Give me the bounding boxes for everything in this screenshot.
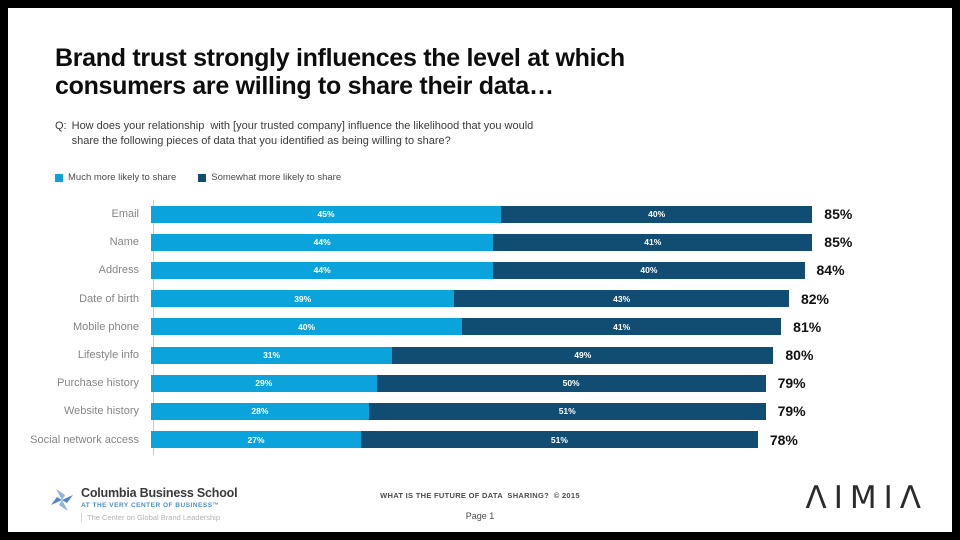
chart-row: Mobile phone 40% 41% 81%	[8, 313, 952, 341]
segment-value-label: 43%	[613, 293, 631, 304]
bar-track: 45% 40% 85%	[151, 205, 929, 223]
bar-segment-somewhat-more: 49%	[392, 346, 774, 364]
total-value-label: 78%	[769, 431, 798, 448]
slide: Brand trust strongly influences the leve…	[8, 8, 952, 532]
slide-title-line1: Brand trust strongly influences the leve…	[55, 44, 625, 72]
category-label: Lifestyle info	[77, 349, 139, 362]
bar-segment-much-more: 40%	[151, 318, 463, 336]
footer-page-number: Page 1	[465, 511, 495, 521]
total-value-label: 81%	[793, 318, 822, 335]
segment-value-label: 29%	[255, 378, 273, 389]
question-text: How does your relationship with [your tr…	[71, 120, 534, 147]
segment-value-label: 44%	[313, 237, 331, 248]
chart-row: Social network access 27% 51% 78%	[8, 426, 952, 454]
category-label: Social network access	[30, 433, 139, 446]
chart-row: Website history 28% 51% 79%	[8, 397, 952, 425]
segment-value-label: 40%	[640, 265, 658, 276]
category-label: Address	[98, 264, 139, 277]
category-label: Name	[109, 236, 139, 249]
legend-label: Much more likely to share	[68, 172, 177, 183]
segment-value-label: 50%	[562, 378, 580, 389]
bar-segment-much-more: 29%	[151, 374, 377, 392]
bar-track: 40% 41% 81%	[151, 318, 929, 336]
bar-track: 44% 41% 85%	[151, 233, 929, 251]
chart-row: Email 45% 40% 85%	[8, 200, 952, 228]
segment-value-label: 41%	[613, 321, 631, 332]
total-value-label: 82%	[800, 290, 829, 307]
category-label: Email	[111, 208, 139, 221]
category-label: Mobile phone	[72, 320, 139, 333]
bar-track: 29% 50% 79%	[151, 374, 929, 392]
columbia-name: Columbia Business School	[81, 486, 238, 500]
chart-row: Name 44% 41% 85%	[8, 228, 952, 256]
segment-value-label: 45%	[317, 209, 335, 220]
slide-title-line2: consumers are willing to share their dat…	[55, 72, 554, 100]
total-value-label: 85%	[824, 234, 853, 251]
columbia-logo-icon	[51, 489, 73, 511]
question-prefix: Q:	[55, 120, 67, 132]
legend-label: Somewhat more likely to share	[211, 172, 342, 183]
chart-row: Address 44% 40% 84%	[8, 256, 952, 284]
chart-row: Purchase history 29% 50% 79%	[8, 369, 952, 397]
segment-value-label: 51%	[558, 406, 576, 417]
bar-segment-somewhat-more: 40%	[493, 261, 805, 279]
segment-value-label: 39%	[294, 293, 312, 304]
category-label: Website history	[64, 405, 139, 418]
total-value-label: 84%	[816, 262, 845, 279]
segment-value-label: 44%	[313, 265, 331, 276]
bar-segment-much-more: 39%	[151, 290, 455, 308]
footer-center: WHAT IS THE FUTURE OF DATA SHARING? © 20…	[8, 491, 952, 521]
category-label: Purchase history	[57, 377, 139, 390]
legend-swatch	[55, 173, 63, 182]
aimia-logo: ΛIMIΛ	[805, 480, 928, 516]
columbia-logo: Columbia Business School AT THE VERY CEN…	[50, 486, 238, 522]
segment-value-label: 31%	[263, 350, 281, 361]
legend-item: Much more likely to share	[55, 172, 176, 183]
slide-title: Brand trust strongly influences the leve…	[55, 44, 625, 100]
survey-question: Q: How does your relationship with [your…	[55, 119, 533, 148]
footer-deck-title: WHAT IS THE FUTURE OF DATA SHARING? © 20…	[380, 491, 580, 500]
bar-segment-somewhat-more: 51%	[368, 402, 766, 420]
chart-row: Lifestyle info 31% 49% 80%	[8, 341, 952, 369]
columbia-subunit: The Center on Global Brand Leadership	[81, 513, 237, 522]
columbia-tagline: AT THE VERY CENTER OF BUSINESS™	[81, 502, 220, 509]
segment-value-label: 49%	[574, 350, 592, 361]
total-value-label: 79%	[777, 375, 806, 392]
segment-value-label: 51%	[550, 434, 568, 445]
chart-legend: Much more likely to share Somewhat more l…	[55, 172, 341, 183]
bar-track: 44% 40% 84%	[151, 261, 929, 279]
bar-segment-much-more: 44%	[151, 233, 494, 251]
bar-segment-somewhat-more: 41%	[462, 318, 782, 336]
legend-swatch	[198, 173, 207, 182]
bar-segment-much-more: 45%	[151, 205, 502, 223]
bar-segment-much-more: 44%	[151, 261, 494, 279]
bar-track: 39% 43% 82%	[151, 290, 929, 308]
bar-segment-somewhat-more: 50%	[376, 374, 766, 392]
bar-segment-much-more: 28%	[151, 402, 369, 420]
total-value-label: 85%	[824, 206, 853, 223]
segment-value-label: 28%	[251, 406, 269, 417]
chart-row: Date of birth 39% 43% 82%	[8, 285, 952, 313]
columbia-logo-text: Columbia Business School AT THE VERY CEN…	[81, 486, 238, 522]
bar-track: 28% 51% 79%	[151, 402, 929, 420]
stacked-bar-chart: Email 45% 40% 85% Name 44% 41% 85% Address 44% 40%…	[8, 200, 952, 454]
bar-segment-somewhat-more: 43%	[454, 290, 789, 308]
total-value-label: 79%	[777, 403, 806, 420]
bar-segment-much-more: 31%	[151, 346, 393, 364]
bar-track: 27% 51% 78%	[151, 431, 929, 449]
segment-value-label: 27%	[247, 434, 265, 445]
bar-track: 31% 49% 80%	[151, 346, 929, 364]
total-value-label: 80%	[785, 347, 814, 364]
segment-value-label: 41%	[644, 237, 662, 248]
segment-value-label: 40%	[298, 321, 316, 332]
bar-segment-somewhat-more: 40%	[501, 205, 813, 223]
segment-value-label: 40%	[648, 209, 666, 220]
category-label: Date of birth	[79, 292, 139, 305]
legend-item: Somewhat more likely to share	[198, 172, 341, 183]
bar-segment-much-more: 27%	[151, 431, 362, 449]
bar-segment-somewhat-more: 41%	[493, 233, 813, 251]
bar-segment-somewhat-more: 51%	[361, 431, 758, 449]
